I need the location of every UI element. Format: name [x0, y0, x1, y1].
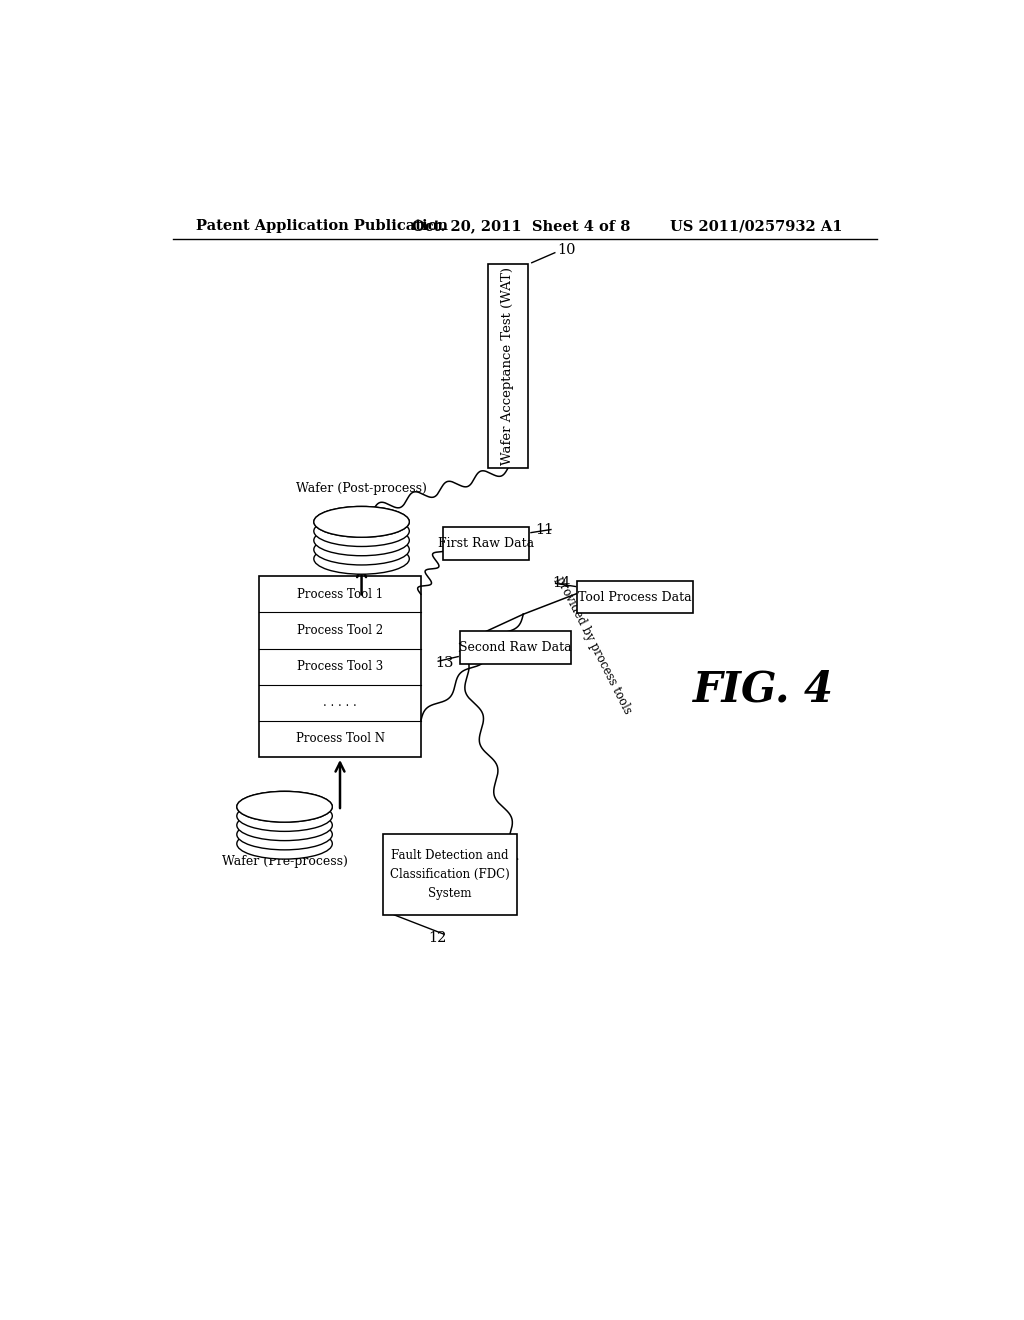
- Text: Process Tool 1: Process Tool 1: [297, 587, 383, 601]
- Ellipse shape: [237, 792, 333, 822]
- Text: 11: 11: [536, 523, 554, 536]
- Bar: [443, 527, 529, 560]
- Text: 10: 10: [557, 243, 575, 257]
- Text: 13: 13: [435, 656, 454, 669]
- Text: 12: 12: [428, 931, 446, 945]
- Text: provided by process tools: provided by process tools: [553, 574, 634, 717]
- Text: Fault Detection and
Classification (FDC)
System: Fault Detection and Classification (FDC)…: [390, 849, 510, 900]
- Text: Patent Application Publication: Patent Application Publication: [196, 219, 449, 234]
- Ellipse shape: [313, 535, 410, 565]
- Text: Second Raw Data: Second Raw Data: [459, 640, 571, 653]
- Ellipse shape: [237, 800, 333, 832]
- Ellipse shape: [313, 525, 410, 556]
- Text: Wafer Acceptance Test (WAT): Wafer Acceptance Test (WAT): [502, 268, 514, 466]
- Text: Wafer (Post-process): Wafer (Post-process): [296, 482, 427, 495]
- Ellipse shape: [237, 818, 333, 850]
- Text: Process Tool 2: Process Tool 2: [297, 624, 383, 638]
- Text: 14: 14: [553, 577, 571, 590]
- Text: . . . . .: . . . . .: [324, 696, 357, 709]
- Ellipse shape: [313, 544, 410, 574]
- Bar: [487, 264, 528, 469]
- Ellipse shape: [313, 507, 410, 537]
- Bar: [460, 631, 571, 664]
- Text: Process Tool N: Process Tool N: [296, 733, 384, 746]
- Bar: [383, 834, 517, 915]
- Ellipse shape: [237, 792, 333, 822]
- Text: First Raw Data: First Raw Data: [438, 537, 535, 550]
- Text: Oct. 20, 2011  Sheet 4 of 8: Oct. 20, 2011 Sheet 4 of 8: [412, 219, 630, 234]
- Text: Wafer (Pre-process): Wafer (Pre-process): [221, 855, 347, 869]
- Ellipse shape: [313, 507, 410, 537]
- Ellipse shape: [313, 516, 410, 546]
- Ellipse shape: [237, 829, 333, 859]
- Bar: [259, 576, 421, 758]
- Text: Tool Process Data: Tool Process Data: [579, 591, 692, 603]
- Ellipse shape: [237, 810, 333, 841]
- Text: FIG. 4: FIG. 4: [692, 669, 834, 710]
- Text: US 2011/0257932 A1: US 2011/0257932 A1: [670, 219, 842, 234]
- Text: Process Tool 3: Process Tool 3: [297, 660, 383, 673]
- Bar: [578, 581, 692, 614]
